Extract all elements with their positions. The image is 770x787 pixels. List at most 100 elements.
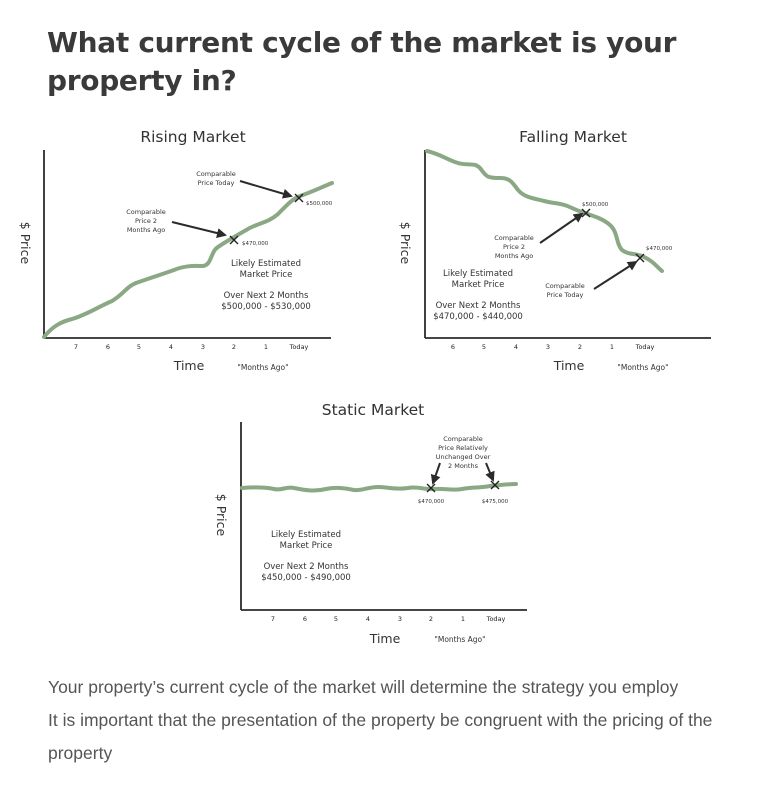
falling-market-title: Falling Market bbox=[519, 128, 627, 146]
annotation-line: Price Today bbox=[198, 179, 235, 187]
estimate-line: Market Price bbox=[240, 270, 293, 280]
annotation-line: Price Today bbox=[547, 291, 584, 299]
body-paragraph: Your property’s current cycle of the mar… bbox=[48, 677, 679, 697]
falling-ticks: 6 5 4 3 2 1 Today bbox=[451, 343, 655, 351]
falling-annotation-2-months: Comparable Price 2 Months Ago bbox=[494, 212, 584, 260]
static-price-line bbox=[240, 482, 518, 493]
rising-tick: 3 bbox=[201, 343, 205, 351]
static-point-2-months: $470,000 bbox=[418, 483, 445, 505]
body-text: Your property’s current cycle of the mar… bbox=[48, 671, 748, 770]
arrow-icon bbox=[593, 260, 638, 290]
rising-tick: 7 bbox=[74, 343, 78, 351]
static-tick: 3 bbox=[398, 615, 402, 623]
rising-tick: Today bbox=[289, 343, 309, 351]
falling-x-note: "Months Ago" bbox=[617, 363, 668, 372]
market-cycle-charts: Rising Market $ Price Time "Months Ago" … bbox=[18, 128, 711, 646]
static-tick: Today bbox=[486, 615, 506, 623]
estimate-line: Likely Estimated bbox=[231, 259, 301, 269]
falling-annotation-today: Comparable Price Today bbox=[545, 260, 638, 299]
static-x-note: "Months Ago" bbox=[434, 635, 485, 644]
annotation-line: Price 2 bbox=[135, 217, 157, 225]
estimate-line: Likely Estimated bbox=[271, 530, 341, 540]
arrow-icon bbox=[239, 180, 293, 199]
static-point-label: $470,000 bbox=[418, 499, 445, 505]
falling-tick: 3 bbox=[546, 343, 550, 351]
static-point-label: $475,000 bbox=[482, 499, 509, 505]
falling-tick: 2 bbox=[578, 343, 582, 351]
estimate-range: $450,000 - $490,000 bbox=[261, 573, 351, 583]
falling-tick: 6 bbox=[451, 343, 455, 351]
falling-price-line bbox=[425, 149, 664, 273]
rising-point-label: $470,000 bbox=[242, 241, 269, 247]
page-headline: What current cycle of the market is your… bbox=[47, 26, 677, 97]
static-point-today: $475,000 bbox=[482, 480, 509, 505]
estimate-line: Market Price bbox=[280, 541, 333, 551]
static-tick: 1 bbox=[461, 615, 465, 623]
arrow-icon bbox=[539, 212, 584, 244]
rising-tick: 4 bbox=[169, 343, 173, 351]
annotation-line: Comparable bbox=[443, 435, 483, 443]
annotation-line: Comparable bbox=[126, 208, 166, 216]
body-paragraph: It is important that the presentation of… bbox=[48, 710, 713, 763]
rising-market-title: Rising Market bbox=[140, 128, 245, 146]
falling-y-label: $ Price bbox=[398, 222, 413, 265]
estimate-line: Likely Estimated bbox=[443, 269, 513, 279]
annotation-line: Comparable bbox=[545, 282, 585, 290]
rising-point-label: $500,000 bbox=[306, 201, 333, 207]
static-y-label: $ Price bbox=[214, 494, 229, 537]
annotation-line: Comparable bbox=[494, 234, 534, 242]
annotation-line: Months Ago bbox=[127, 226, 165, 234]
rising-tick: 6 bbox=[106, 343, 110, 351]
rising-estimate: Likely Estimated Market Price Over Next … bbox=[221, 259, 311, 312]
rising-annotation-today: Comparable Price Today bbox=[196, 170, 293, 199]
rising-y-label: $ Price bbox=[18, 222, 33, 265]
static-x-label: Time bbox=[369, 631, 401, 646]
static-tick: 4 bbox=[366, 615, 370, 623]
estimate-period: Over Next 2 Months bbox=[264, 562, 349, 572]
estimate-range: $470,000 - $440,000 bbox=[433, 312, 523, 322]
rising-price-line bbox=[42, 181, 334, 339]
static-tick: 5 bbox=[334, 615, 338, 623]
rising-x-label: Time bbox=[173, 358, 205, 373]
falling-tick: 4 bbox=[514, 343, 518, 351]
static-tick: 6 bbox=[303, 615, 307, 623]
falling-x-label: Time bbox=[553, 358, 585, 373]
annotation-line: Comparable bbox=[196, 170, 236, 178]
rising-annotation-2-months: Comparable Price 2 Months Ago bbox=[126, 208, 227, 238]
falling-estimate: Likely Estimated Market Price Over Next … bbox=[433, 269, 523, 322]
rising-tick: 2 bbox=[232, 343, 236, 351]
arrow-icon bbox=[171, 221, 227, 238]
rising-tick: 5 bbox=[137, 343, 141, 351]
rising-point-2-months: $470,000 bbox=[229, 235, 269, 247]
falling-point-label: $470,000 bbox=[646, 246, 673, 252]
estimate-period: Over Next 2 Months bbox=[224, 291, 309, 301]
annotation-line: Price Relatively bbox=[438, 444, 488, 452]
falling-point-label: $500,000 bbox=[582, 202, 609, 208]
falling-point-today: $470,000 bbox=[635, 246, 673, 263]
static-market-title: Static Market bbox=[322, 401, 425, 419]
static-ticks: 7 6 5 4 3 2 1 Today bbox=[271, 615, 506, 623]
static-tick: 7 bbox=[271, 615, 275, 623]
falling-tick: 5 bbox=[482, 343, 486, 351]
static-estimate: Likely Estimated Market Price Over Next … bbox=[261, 530, 351, 583]
rising-market-chart: Rising Market $ Price Time "Months Ago" … bbox=[18, 128, 334, 373]
arrow-icon bbox=[430, 462, 441, 485]
static-annotation: Comparable Price Relatively Unchanged Ov… bbox=[430, 435, 495, 485]
arrow-icon bbox=[485, 462, 495, 482]
falling-market-chart: Falling Market $ Price Time "Months Ago"… bbox=[398, 128, 711, 373]
rising-x-note: "Months Ago" bbox=[237, 363, 288, 372]
static-tick: 2 bbox=[429, 615, 433, 623]
rising-ticks: 7 6 5 4 3 2 1 Today bbox=[74, 343, 309, 351]
estimate-period: Over Next 2 Months bbox=[436, 301, 521, 311]
annotation-line: Unchanged Over bbox=[436, 453, 491, 461]
falling-tick: Today bbox=[635, 343, 655, 351]
rising-point-today: $500,000 bbox=[294, 193, 333, 207]
annotation-line: 2 Months bbox=[448, 462, 479, 470]
estimate-range: $500,000 - $530,000 bbox=[221, 302, 311, 312]
annotation-line: Months Ago bbox=[495, 252, 533, 260]
falling-tick: 1 bbox=[610, 343, 614, 351]
rising-tick: 1 bbox=[264, 343, 268, 351]
annotation-line: Price 2 bbox=[503, 243, 525, 251]
static-market-chart: Static Market $ Price Time "Months Ago" … bbox=[214, 401, 527, 646]
estimate-line: Market Price bbox=[452, 280, 505, 290]
